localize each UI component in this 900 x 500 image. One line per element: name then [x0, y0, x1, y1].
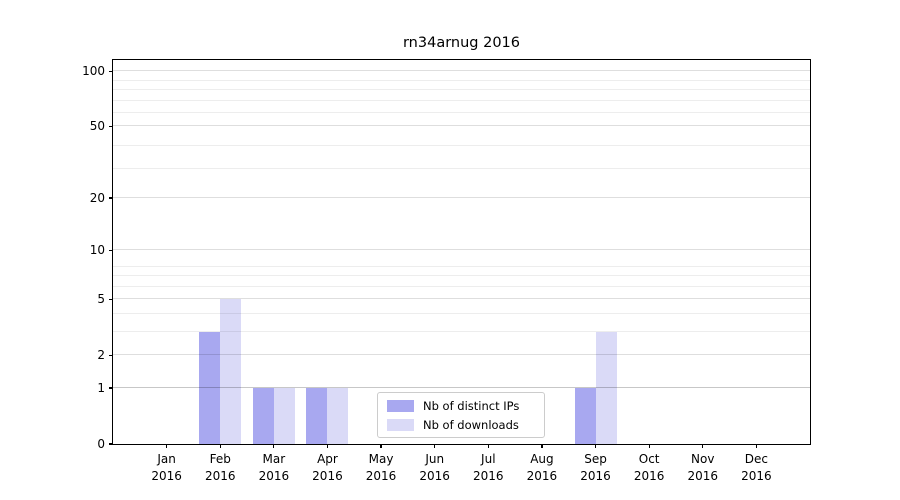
x-tick-mark: [380, 444, 382, 448]
bar-nb-of-distinct-ips: [306, 388, 328, 444]
legend-entry-downloads: Nb of downloads: [387, 418, 535, 432]
bar-nb-of-distinct-ips: [199, 332, 221, 444]
x-tick-mark: [541, 444, 543, 448]
y-tick-label: 0: [97, 437, 105, 451]
y-tick-label: 10: [89, 243, 105, 258]
legend-label-downloads: Nb of downloads: [423, 417, 519, 432]
distinct-ips-swatch-icon: [387, 399, 414, 412]
bar-nb-of-downloads: [273, 388, 295, 444]
bar-nb-of-distinct-ips: [252, 388, 274, 444]
y-tick-mark: [109, 298, 113, 300]
bar-nb-of-downloads: [220, 299, 242, 444]
legend: Nb of distinct IPs Nb of downloads: [377, 392, 545, 438]
x-tick-label: Oct 2016: [633, 452, 665, 484]
legend-label-distinct-ips: Nb of distinct IPs: [423, 398, 520, 413]
x-tick-mark: [326, 444, 329, 448]
x-tick-label: Jan 2016: [151, 452, 182, 484]
x-tick-mark: [702, 444, 704, 448]
legend-entry-distinct-ips: Nb of distinct IPs: [387, 399, 535, 413]
y-tick-label: 2: [97, 348, 105, 363]
x-tick-mark: [219, 444, 221, 448]
x-tick-label: May 2016: [365, 452, 397, 484]
x-tick-mark: [594, 444, 597, 448]
plot-area: [111, 58, 811, 445]
y-tick-label: 100: [82, 64, 105, 79]
x-tick-mark: [273, 444, 275, 448]
y-tick-label: 1: [97, 381, 105, 395]
x-tick-label: Jul 2016: [473, 452, 504, 484]
x-tick-label: Sep 2016: [580, 452, 611, 484]
x-tick-mark: [755, 444, 757, 448]
y-tick-label: 5: [97, 292, 105, 307]
x-tick-mark: [487, 444, 489, 448]
y-tick-mark: [109, 443, 113, 445]
y-tick-mark: [109, 354, 113, 356]
x-tick-mark: [648, 444, 650, 448]
x-tick-mark: [434, 444, 436, 448]
y-tick-mark: [109, 125, 113, 127]
y-tick-mark: [109, 387, 113, 389]
x-tick-label: Feb 2016: [204, 452, 236, 484]
y-tick-label: 50: [89, 119, 105, 134]
downloads-swatch-icon: [387, 418, 414, 431]
x-tick-mark: [166, 444, 168, 448]
x-tick-label: Dec 2016: [741, 452, 772, 484]
x-tick-label: Apr 2016: [312, 452, 343, 484]
x-tick-label: Aug 2016: [526, 452, 558, 484]
y-tick-mark: [109, 249, 113, 251]
bars-layer: [113, 60, 810, 444]
bar-nb-of-downloads: [327, 388, 349, 444]
y-tick-label: 20: [89, 191, 105, 206]
bar-nb-of-downloads: [595, 332, 617, 444]
chart-title: rn34arnug 2016: [402, 35, 521, 51]
x-tick-label: Nov 2016: [687, 452, 719, 484]
y-tick-mark: [109, 70, 113, 72]
bar-nb-of-distinct-ips: [574, 388, 596, 444]
x-tick-label: Mar 2016: [258, 452, 290, 484]
x-tick-label: Jun 2016: [419, 452, 450, 484]
y-tick-mark: [109, 197, 113, 199]
